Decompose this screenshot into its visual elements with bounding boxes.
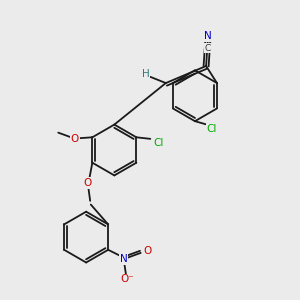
Text: O: O (143, 246, 152, 256)
Text: Cl: Cl (153, 138, 163, 148)
Text: N: N (204, 31, 212, 41)
Text: Cl: Cl (207, 124, 217, 134)
Text: O: O (84, 178, 92, 188)
Text: O⁻: O⁻ (120, 274, 134, 284)
Text: N: N (120, 254, 128, 264)
Text: O: O (70, 134, 79, 144)
Text: H: H (142, 69, 149, 79)
Text: C: C (205, 44, 211, 53)
